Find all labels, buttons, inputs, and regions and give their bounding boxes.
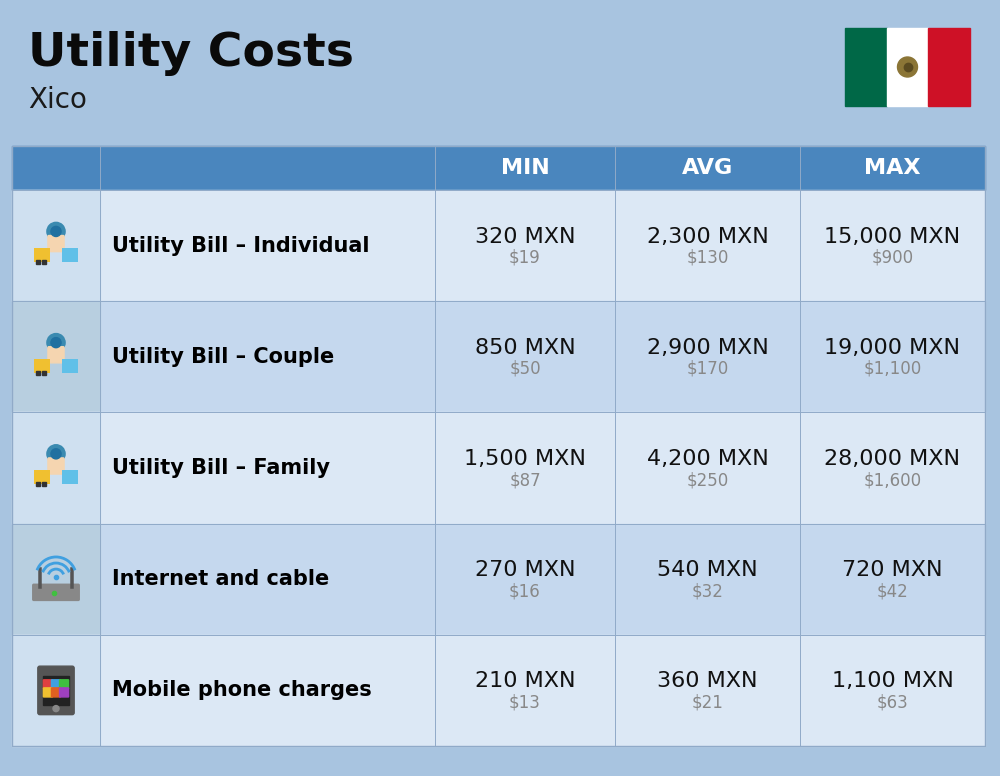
Text: $250: $250 bbox=[686, 471, 729, 489]
Bar bbox=[12, 524, 100, 635]
Circle shape bbox=[47, 334, 65, 352]
FancyBboxPatch shape bbox=[38, 666, 74, 715]
Bar bbox=[887, 28, 928, 106]
Text: $900: $900 bbox=[871, 248, 914, 267]
Circle shape bbox=[53, 705, 59, 712]
Text: Utility Costs: Utility Costs bbox=[28, 31, 354, 76]
Bar bbox=[845, 28, 887, 106]
Text: 2,900 MXN: 2,900 MXN bbox=[647, 338, 768, 358]
Text: 540 MXN: 540 MXN bbox=[657, 560, 758, 580]
Text: 720 MXN: 720 MXN bbox=[842, 560, 943, 580]
FancyBboxPatch shape bbox=[43, 680, 52, 689]
Text: $1,100: $1,100 bbox=[863, 360, 922, 378]
Text: Utility Bill – Individual: Utility Bill – Individual bbox=[112, 236, 370, 255]
Bar bbox=[62, 359, 78, 373]
Bar bbox=[42, 482, 46, 487]
FancyBboxPatch shape bbox=[51, 688, 61, 697]
Bar bbox=[12, 524, 985, 635]
Bar bbox=[42, 371, 46, 375]
Bar bbox=[62, 470, 78, 484]
Text: MAX: MAX bbox=[864, 158, 921, 178]
Text: 19,000 MXN: 19,000 MXN bbox=[824, 338, 960, 358]
Text: $1,600: $1,600 bbox=[863, 471, 922, 489]
Bar bbox=[34, 359, 50, 373]
Bar bbox=[36, 371, 40, 375]
Bar bbox=[12, 412, 985, 524]
Bar bbox=[12, 146, 985, 190]
Text: AVG: AVG bbox=[682, 158, 733, 178]
Circle shape bbox=[51, 227, 61, 237]
Bar bbox=[928, 28, 970, 106]
Text: 15,000 MXN: 15,000 MXN bbox=[824, 227, 961, 247]
Text: 28,000 MXN: 28,000 MXN bbox=[824, 449, 960, 469]
Text: 850 MXN: 850 MXN bbox=[475, 338, 575, 358]
Text: 1,500 MXN: 1,500 MXN bbox=[464, 449, 586, 469]
Circle shape bbox=[51, 449, 61, 459]
FancyBboxPatch shape bbox=[43, 688, 52, 697]
Text: $130: $130 bbox=[686, 248, 729, 267]
FancyBboxPatch shape bbox=[60, 688, 69, 697]
Bar bbox=[12, 301, 985, 412]
Bar bbox=[12, 635, 100, 746]
Text: Utility Bill – Couple: Utility Bill – Couple bbox=[112, 347, 334, 367]
Bar bbox=[12, 635, 985, 746]
Text: Utility Bill – Family: Utility Bill – Family bbox=[112, 458, 330, 478]
Bar bbox=[34, 470, 50, 484]
Circle shape bbox=[47, 223, 65, 241]
FancyBboxPatch shape bbox=[33, 584, 79, 601]
Bar bbox=[12, 190, 100, 301]
Text: $42: $42 bbox=[877, 582, 908, 600]
Text: $21: $21 bbox=[692, 694, 723, 712]
Circle shape bbox=[51, 338, 61, 348]
FancyBboxPatch shape bbox=[60, 680, 69, 689]
Text: 360 MXN: 360 MXN bbox=[657, 671, 758, 691]
Text: $13: $13 bbox=[509, 694, 541, 712]
Bar bbox=[36, 260, 40, 264]
Text: 4,200 MXN: 4,200 MXN bbox=[647, 449, 768, 469]
Text: Xico: Xico bbox=[28, 86, 87, 114]
Bar bbox=[12, 190, 985, 301]
Text: $16: $16 bbox=[509, 582, 541, 600]
Bar bbox=[34, 248, 50, 262]
Text: 320 MXN: 320 MXN bbox=[475, 227, 575, 247]
Text: 210 MXN: 210 MXN bbox=[475, 671, 575, 691]
Text: Internet and cable: Internet and cable bbox=[112, 570, 329, 589]
Text: MIN: MIN bbox=[501, 158, 549, 178]
Bar bbox=[43, 676, 69, 705]
Text: $32: $32 bbox=[692, 582, 723, 600]
Text: $87: $87 bbox=[509, 471, 541, 489]
Text: $170: $170 bbox=[686, 360, 729, 378]
Text: Mobile phone charges: Mobile phone charges bbox=[112, 681, 372, 701]
Text: $63: $63 bbox=[877, 694, 908, 712]
Bar bbox=[12, 412, 100, 524]
Bar bbox=[36, 482, 40, 487]
FancyBboxPatch shape bbox=[48, 347, 64, 363]
Circle shape bbox=[898, 57, 918, 77]
FancyBboxPatch shape bbox=[48, 235, 64, 251]
FancyBboxPatch shape bbox=[48, 458, 64, 474]
Text: $19: $19 bbox=[509, 248, 541, 267]
Bar bbox=[12, 301, 100, 412]
Circle shape bbox=[47, 445, 65, 463]
FancyBboxPatch shape bbox=[51, 680, 61, 689]
Bar bbox=[62, 248, 78, 262]
Text: 270 MXN: 270 MXN bbox=[475, 560, 575, 580]
Text: $50: $50 bbox=[509, 360, 541, 378]
Bar bbox=[12, 146, 985, 746]
Text: 1,100 MXN: 1,100 MXN bbox=[832, 671, 953, 691]
Text: 2,300 MXN: 2,300 MXN bbox=[647, 227, 768, 247]
Bar bbox=[42, 260, 46, 264]
